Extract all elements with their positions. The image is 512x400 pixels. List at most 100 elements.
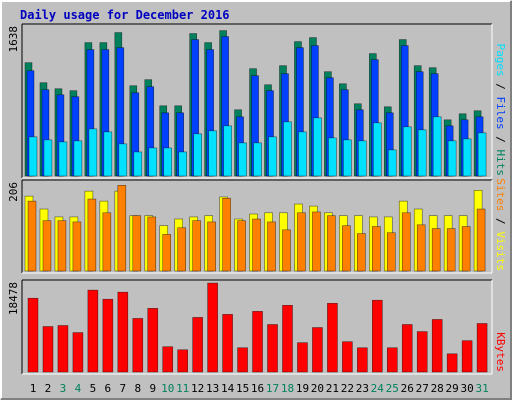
bar — [208, 130, 217, 177]
bar — [342, 341, 353, 373]
x-tick-label: 26 — [401, 382, 414, 395]
x-tick-label: 15 — [236, 382, 249, 395]
bar — [328, 137, 337, 177]
bar — [313, 117, 322, 177]
bar — [72, 221, 82, 272]
x-tick-label: 29 — [446, 382, 459, 395]
bar — [192, 220, 201, 272]
legend-entry: KBytes — [494, 332, 507, 372]
x-tick-label: 24 — [371, 382, 385, 395]
bar — [327, 302, 338, 373]
bar — [207, 282, 218, 373]
bar — [27, 200, 37, 272]
bar — [267, 324, 278, 373]
bar — [223, 125, 232, 177]
bar — [282, 229, 291, 272]
bar — [372, 226, 381, 272]
bar — [252, 218, 261, 272]
bar — [222, 197, 231, 272]
chart-title: Daily usage for December 2016 — [20, 8, 230, 22]
bar — [28, 136, 38, 177]
y-tick-label: 1638 — [7, 26, 20, 53]
bar — [253, 142, 262, 177]
bar — [238, 142, 247, 177]
x-tick-label: 28 — [431, 382, 444, 395]
x-tick-label: 11 — [176, 382, 189, 395]
bar — [432, 116, 442, 177]
bar — [357, 233, 366, 272]
bar — [117, 185, 127, 272]
bar — [267, 221, 276, 272]
legend-entry: Hits — [494, 150, 507, 177]
bar — [386, 347, 398, 373]
legend-entry: Sites — [494, 178, 507, 211]
bar — [386, 232, 396, 272]
x-tick-label: 16 — [251, 382, 264, 395]
x-tick-label: 31 — [475, 382, 488, 395]
bar — [133, 151, 143, 177]
x-tick-label: 5 — [90, 382, 97, 395]
bar — [193, 133, 202, 177]
x-tick-label: 30 — [461, 382, 474, 395]
legend: Pages / Files / Hits — [494, 44, 507, 177]
x-tick-label: 17 — [266, 382, 279, 395]
bar — [237, 347, 248, 373]
y-tick-label: 18478 — [7, 282, 20, 315]
bar — [327, 215, 336, 272]
bar — [417, 129, 427, 177]
bar — [87, 289, 99, 373]
bar — [43, 139, 53, 177]
bar — [163, 147, 173, 177]
x-tick-label: 3 — [60, 382, 67, 395]
bar — [431, 319, 443, 373]
x-tick-label: 18 — [281, 382, 294, 395]
bar — [373, 122, 382, 177]
x-tick-label: 25 — [386, 382, 399, 395]
x-tick-label: 1 — [30, 382, 37, 395]
bar — [342, 225, 351, 272]
x-tick-label: 21 — [326, 382, 339, 395]
x-tick-label: 8 — [134, 382, 141, 395]
bar — [446, 228, 456, 272]
bar — [446, 353, 458, 373]
x-tick-label: 22 — [341, 382, 354, 395]
bar — [177, 227, 186, 272]
bar — [192, 317, 203, 373]
bar — [148, 147, 158, 177]
bar — [57, 325, 69, 373]
bar — [268, 136, 277, 177]
x-tick-label: 9 — [149, 382, 156, 395]
y-tick-label: 206 — [7, 182, 20, 202]
bar — [177, 349, 188, 373]
legend-separator: / — [494, 211, 507, 231]
bar — [58, 141, 68, 177]
bar — [477, 132, 487, 177]
bar — [207, 221, 216, 272]
bar — [162, 234, 172, 272]
bar — [431, 228, 441, 272]
bar — [57, 220, 67, 272]
bar — [73, 140, 83, 177]
bar — [357, 347, 368, 373]
bar — [87, 198, 97, 272]
bar — [132, 318, 144, 373]
bar — [117, 291, 129, 373]
bar — [118, 143, 128, 177]
bar — [27, 297, 39, 373]
x-tick-label: 2 — [45, 382, 52, 395]
bar — [416, 331, 428, 373]
bar — [147, 216, 157, 272]
bar — [312, 327, 323, 373]
x-tick-label: 20 — [311, 382, 324, 395]
bar — [42, 326, 54, 373]
bar — [462, 138, 472, 177]
bar — [103, 131, 113, 177]
bar — [343, 139, 352, 177]
bar — [312, 211, 321, 272]
x-tick-label: 13 — [206, 382, 219, 395]
bar — [358, 140, 367, 177]
legend: KBytes — [494, 332, 507, 372]
